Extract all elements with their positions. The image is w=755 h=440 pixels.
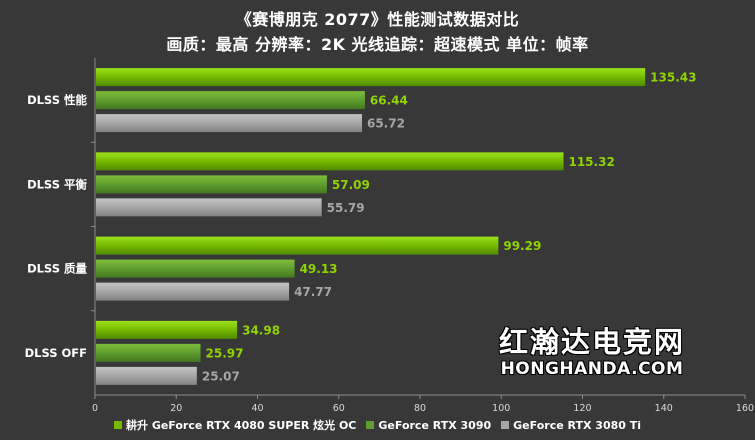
bar	[96, 114, 362, 133]
legend-entry: 耕升 GeForce RTX 4080 SUPER 炫光 OC	[113, 417, 357, 433]
legend-swatch	[366, 421, 375, 429]
bar	[96, 259, 295, 278]
category-label: DLSS OFF	[25, 346, 87, 360]
x-tick-label: 120	[573, 403, 591, 414]
legend-entry: GeForce RTX 3090	[366, 417, 491, 433]
legend-swatch	[501, 421, 510, 429]
bar	[96, 198, 322, 217]
data-label: 135.43	[650, 71, 696, 85]
bar	[96, 282, 290, 301]
data-label: 115.32	[568, 155, 614, 169]
watermark-cn: 红瀚达电竞网	[498, 325, 685, 359]
bar	[96, 236, 499, 255]
x-tick-label: 0	[92, 403, 98, 414]
data-label: 57.09	[332, 178, 370, 192]
data-label: 99.29	[503, 239, 541, 253]
x-tick-label: 140	[655, 403, 673, 414]
data-label: 47.77	[294, 285, 332, 299]
category-label: DLSS 质量	[27, 262, 87, 276]
x-tick-label: 40	[251, 403, 263, 414]
data-label: 49.13	[300, 262, 338, 276]
legend-label: GeForce RTX 3090	[378, 418, 492, 432]
site-watermark: 红瀚达电竞网 HONGHANDA.COM	[492, 326, 692, 380]
data-label: 55.79	[327, 201, 365, 215]
x-tick-label: 20	[170, 403, 182, 414]
bar	[96, 68, 646, 87]
bar	[96, 175, 327, 194]
data-label: 34.98	[242, 323, 280, 337]
legend-label: GeForce RTX 3080 Ti	[513, 418, 642, 432]
data-label: 66.44	[370, 94, 408, 108]
data-label: 25.07	[202, 369, 240, 383]
legend-entry: GeForce RTX 3080 Ti	[501, 417, 641, 433]
legend-label: 耕升 GeForce RTX 4080 SUPER 炫光 OC	[125, 419, 357, 432]
bar	[96, 91, 365, 110]
watermark-en: HONGHANDA.COM	[500, 359, 684, 379]
bar	[96, 366, 197, 385]
category-label: DLSS 性能	[27, 93, 87, 107]
bar	[96, 320, 238, 339]
chart-subtitle: 画质：最高 分辨率：2K 光线追踪：超速模式 单位：帧率	[166, 35, 589, 54]
x-tick-label: 60	[333, 403, 345, 414]
bar	[96, 343, 201, 362]
data-label: 65.72	[367, 117, 405, 131]
bar	[96, 152, 564, 171]
chart-title: 《赛博朋克 2077》性能测试数据对比	[235, 10, 520, 29]
data-label: 25.97	[206, 346, 244, 360]
legend-swatch	[113, 421, 122, 429]
chart-legend: 耕升 GeForce RTX 4080 SUPER 炫光 OC GeForce R…	[0, 417, 755, 433]
x-tick-label: 80	[414, 403, 426, 414]
x-tick-label: 100	[492, 403, 510, 414]
x-tick-label: 160	[736, 403, 754, 414]
category-label: DLSS 平衡	[27, 177, 87, 191]
